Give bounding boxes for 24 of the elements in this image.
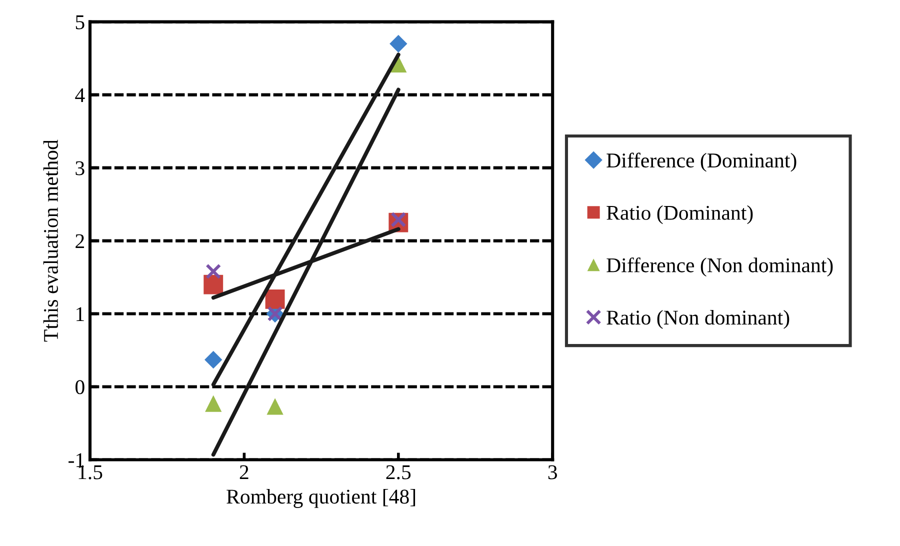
legend-label: Ratio (Non dominant) <box>606 310 790 329</box>
point <box>266 398 284 415</box>
x-tick-label: 2.5 <box>386 465 411 480</box>
x-tick-label: 3 <box>548 465 557 480</box>
y-tick-label: 5 <box>76 15 84 30</box>
y-tick-label: 1 <box>76 307 84 321</box>
y-axis-title: Tthis evaluation method <box>43 140 58 342</box>
y-tick-label: 4 <box>75 88 85 102</box>
point <box>204 350 222 369</box>
legend-label: Ratio (Dominant) <box>606 205 753 224</box>
point <box>205 395 222 412</box>
point <box>390 34 408 53</box>
legend-label: Difference (Non dominant) <box>606 257 833 277</box>
y-tick-label: -1 <box>68 453 84 467</box>
point <box>204 274 224 294</box>
point <box>206 264 222 280</box>
point <box>265 289 285 309</box>
legend-label: Difference (Dominant) <box>606 152 796 172</box>
y-tick-label: 3 <box>76 161 84 176</box>
x-tick-label: 2 <box>240 465 248 480</box>
x-tick-label: 1.5 <box>78 465 102 480</box>
y-tick-label: 0 <box>76 380 84 394</box>
y-tick-label: 2 <box>76 234 84 248</box>
x-axis-title: Romberg quotient [48] <box>226 489 416 508</box>
